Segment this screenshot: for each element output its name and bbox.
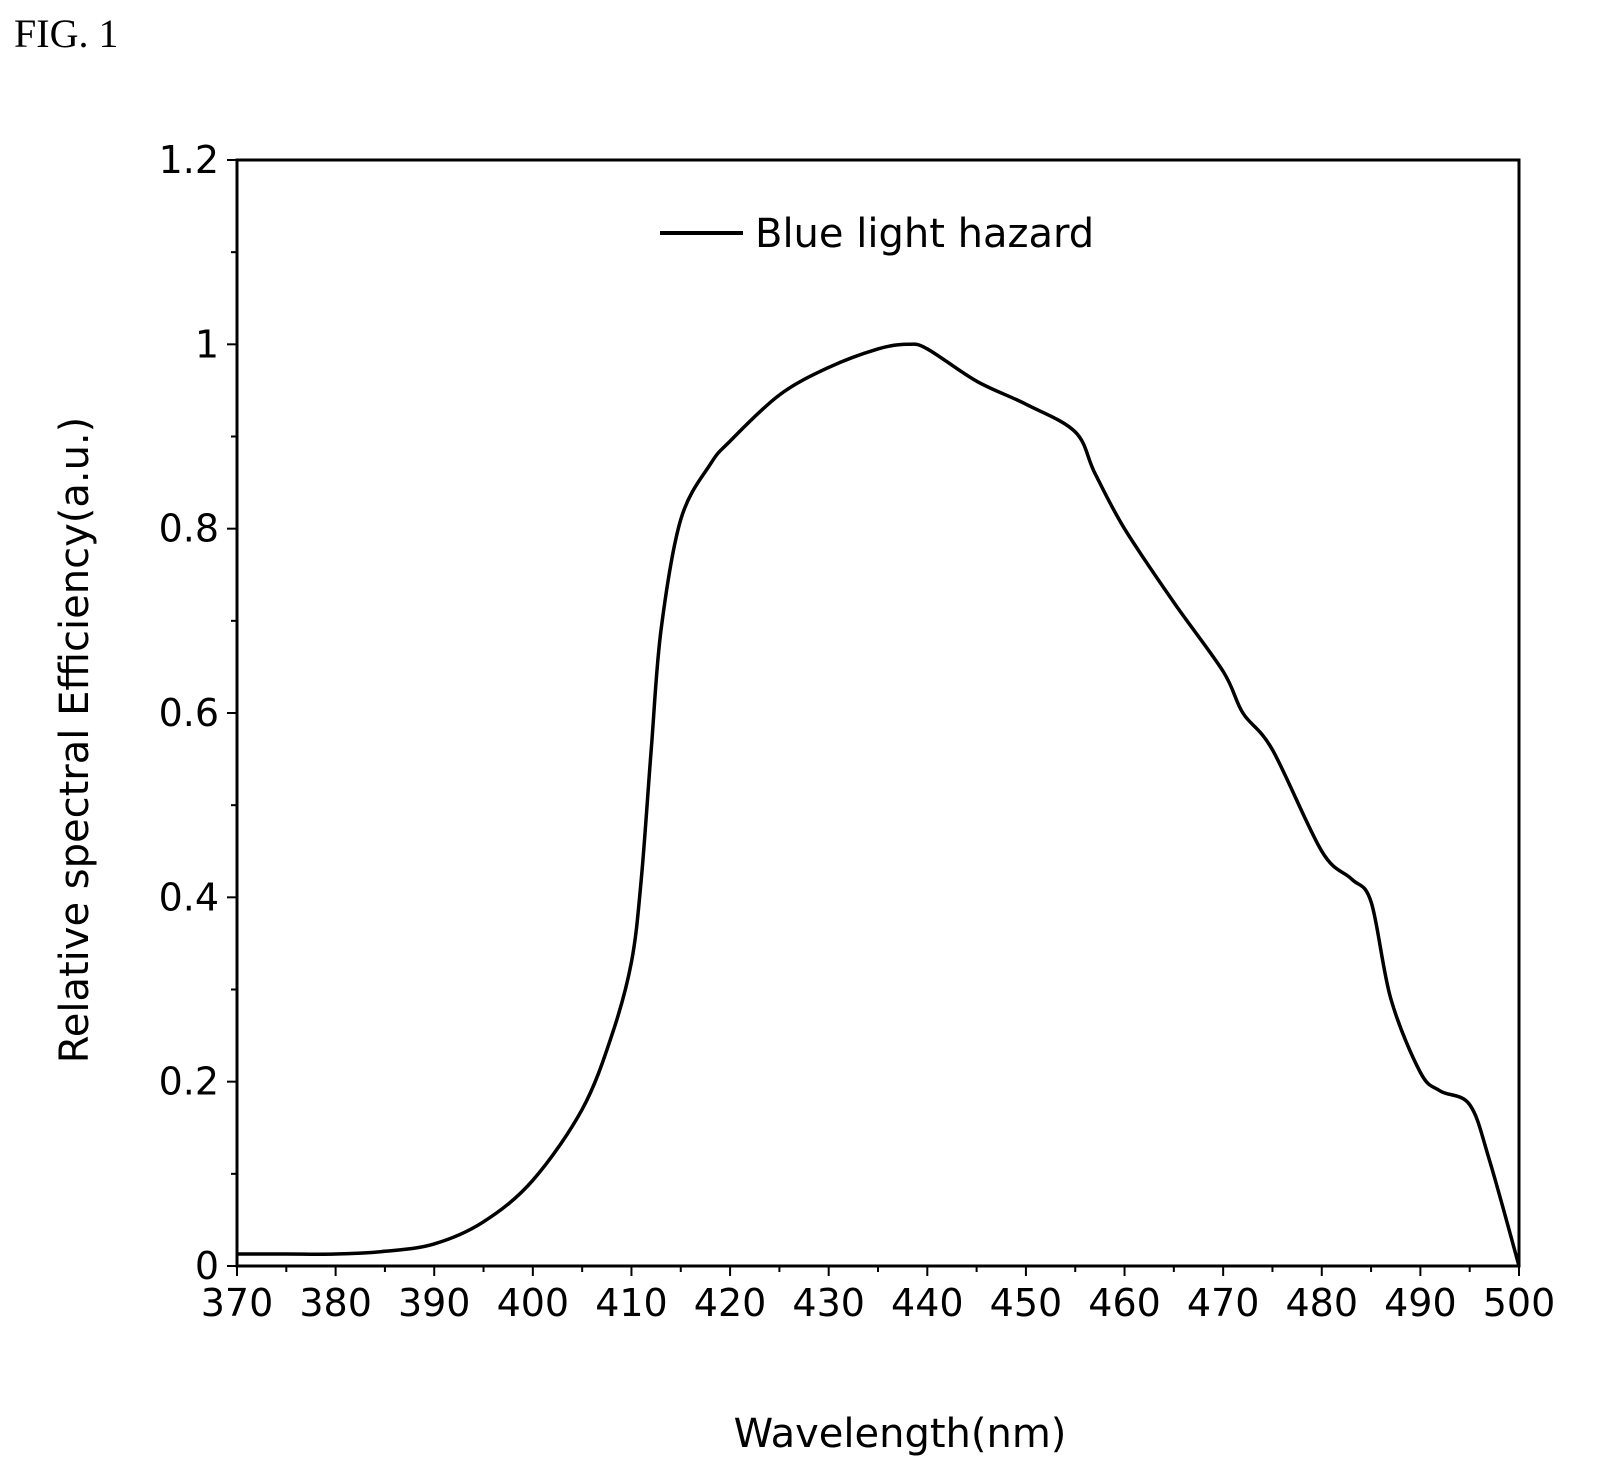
- x-tick-label: 380: [299, 1281, 372, 1325]
- plot-frame: [237, 160, 1519, 1266]
- x-tick-label: 410: [595, 1281, 668, 1325]
- legend: Blue light hazard: [660, 211, 1094, 257]
- x-tick-label: 480: [1286, 1281, 1359, 1325]
- x-tick-label: 400: [497, 1281, 570, 1325]
- y-tick-label: 0.2: [159, 1060, 219, 1104]
- x-tick-label: 500: [1483, 1281, 1556, 1325]
- y-axis-title: Relative spectral Efficiency(a.u.): [52, 417, 98, 1064]
- x-tick-label: 390: [398, 1281, 471, 1325]
- x-tick-label: 470: [1187, 1281, 1260, 1325]
- legend-label: Blue light hazard: [755, 211, 1094, 257]
- x-axis-title: Wavelength(nm): [734, 1411, 1067, 1457]
- y-axis-ticks: 0 0.2 0.4 0.6 0.8 1 1.2: [159, 138, 237, 1288]
- x-tick-label: 460: [1088, 1281, 1161, 1325]
- y-tick-label: 0.6: [159, 691, 219, 735]
- series-line-blue-light-hazard: [237, 344, 1519, 1266]
- y-tick-label: 1.2: [159, 138, 219, 182]
- y-tick-label: 0.8: [159, 507, 219, 551]
- series-layer: [237, 344, 1519, 1266]
- x-tick-label: 440: [891, 1281, 964, 1325]
- x-tick-label: 450: [990, 1281, 1063, 1325]
- x-tick-label: 490: [1384, 1281, 1457, 1325]
- x-tick-label: 430: [792, 1281, 865, 1325]
- x-axis-ticks: 3703803904004104204304404504604704804905…: [201, 1266, 1556, 1325]
- y-tick-label: 1: [195, 322, 219, 366]
- plot-border: [237, 160, 1519, 1266]
- y-tick-label: 0.4: [159, 875, 219, 919]
- x-tick-label: 420: [694, 1281, 767, 1325]
- y-tick-label: 0: [195, 1244, 219, 1288]
